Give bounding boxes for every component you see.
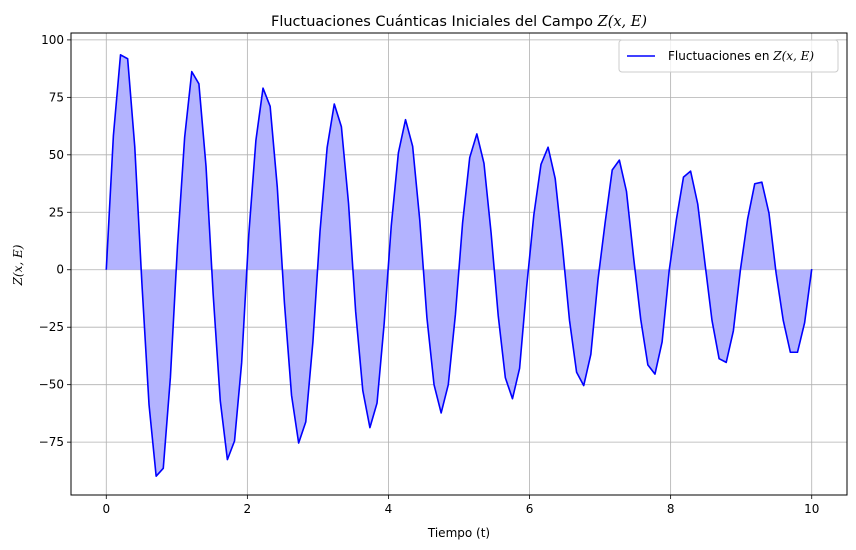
x-tick-label: 4 bbox=[385, 502, 393, 516]
y-axis-ticks: −75 −50 −25 0 25 50 75 100 bbox=[39, 33, 71, 449]
x-tick-label: 2 bbox=[244, 502, 252, 516]
y-tick-label: −50 bbox=[39, 378, 64, 392]
legend-label-text: Fluctuaciones en bbox=[668, 49, 769, 63]
x-tick-label: 10 bbox=[804, 502, 819, 516]
plot-frame bbox=[70, 32, 848, 496]
legend-label: Fluctuaciones en Z(x, E) bbox=[668, 49, 814, 63]
series-line bbox=[105, 54, 813, 477]
y-axis-title: Z(x, E) bbox=[11, 244, 25, 286]
y-tick-label: 50 bbox=[49, 148, 64, 162]
y-tick-label: −75 bbox=[39, 435, 64, 449]
legend-label-math: Z(x, E) bbox=[772, 49, 814, 63]
series-line-path bbox=[105, 54, 813, 477]
y-tick-label: 25 bbox=[49, 205, 64, 219]
chart-title: Fluctuaciones Cuánticas Iniciales del Ca… bbox=[271, 14, 647, 30]
x-tick-label: 6 bbox=[526, 502, 534, 516]
x-axis-title: Tiempo (t) bbox=[427, 526, 490, 540]
legend: Fluctuaciones en Z(x, E) bbox=[618, 39, 839, 73]
chart-title-math: Z(x, E) bbox=[597, 14, 647, 30]
y-tick-label: −25 bbox=[39, 320, 64, 334]
legend-box bbox=[618, 39, 839, 73]
x-axis-ticks: 0 2 4 6 8 10 bbox=[102, 495, 819, 516]
x-tick-label: 0 bbox=[102, 502, 110, 516]
x-tick-label: 8 bbox=[667, 502, 675, 516]
y-tick-label: 0 bbox=[56, 263, 64, 277]
chart-title-text: Fluctuaciones Cuánticas Iniciales del Ca… bbox=[271, 14, 593, 30]
y-tick-label: 100 bbox=[41, 33, 64, 47]
y-tick-label: 75 bbox=[49, 90, 64, 104]
